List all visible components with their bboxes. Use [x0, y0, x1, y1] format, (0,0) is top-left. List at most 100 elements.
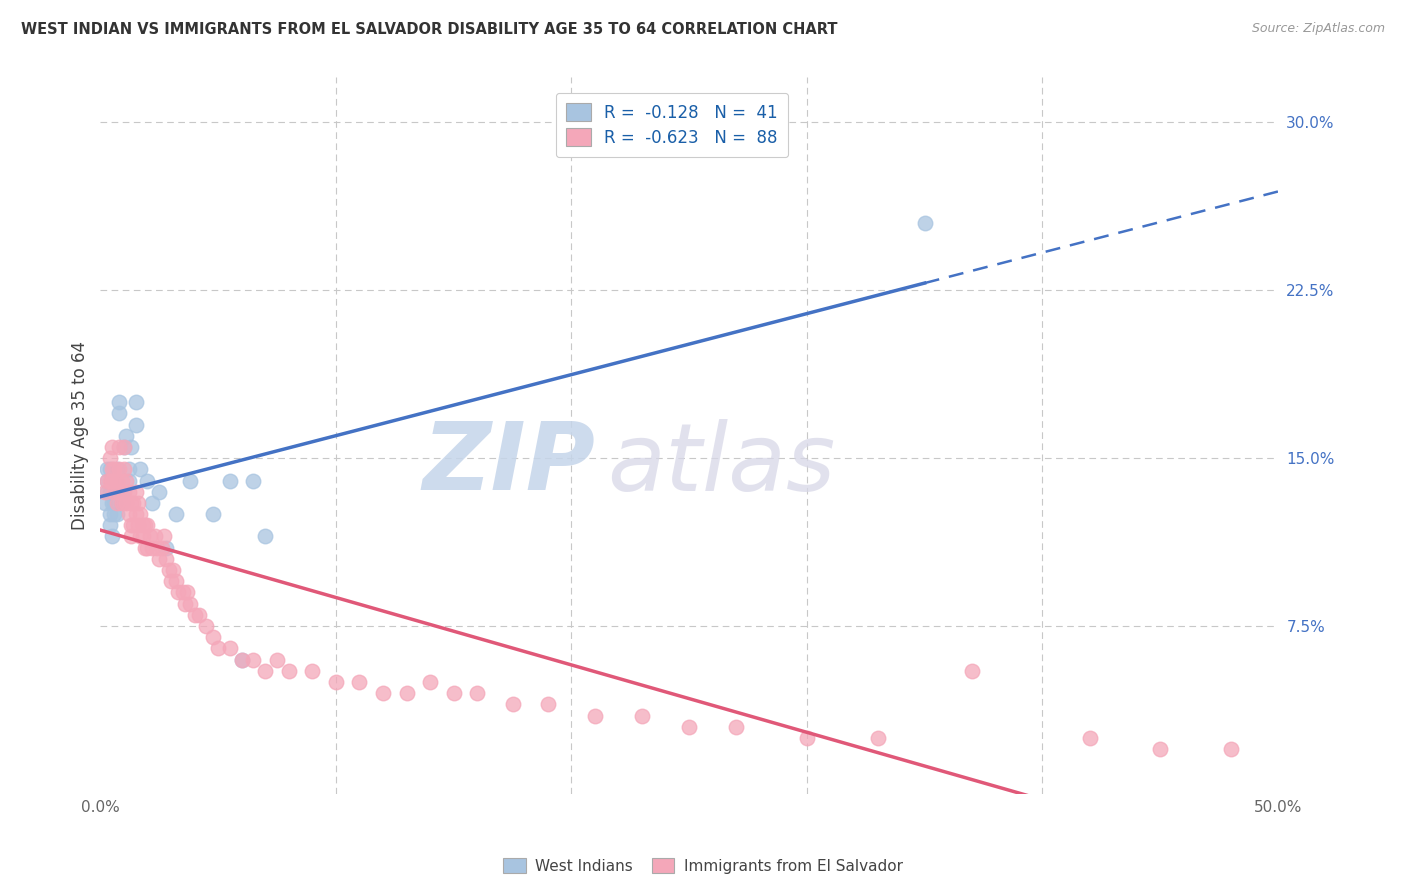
- Point: [108, 484, 131, 499]
- Point: [725, 720, 748, 734]
- Point: [120, 518, 142, 533]
- Point: [325, 675, 347, 690]
- Point: [115, 428, 138, 442]
- Point: [120, 440, 142, 454]
- Point: [134, 518, 156, 533]
- Point: [162, 563, 184, 577]
- Point: [179, 597, 201, 611]
- Point: [94, 496, 117, 510]
- Point: [174, 597, 197, 611]
- Point: [122, 518, 145, 533]
- Point: [202, 507, 225, 521]
- Point: [141, 541, 163, 555]
- Point: [124, 507, 146, 521]
- Point: [139, 529, 162, 543]
- Point: [108, 462, 131, 476]
- Point: [96, 462, 118, 476]
- Point: [115, 496, 138, 510]
- Point: [129, 507, 152, 521]
- Point: [1149, 742, 1171, 756]
- Point: [115, 474, 138, 488]
- Point: [134, 541, 156, 555]
- Point: [678, 720, 700, 734]
- Point: [165, 574, 187, 589]
- Point: [371, 686, 394, 700]
- Text: ZIP: ZIP: [422, 418, 595, 510]
- Point: [112, 484, 135, 499]
- Point: [98, 462, 121, 476]
- Point: [167, 585, 190, 599]
- Point: [96, 474, 118, 488]
- Point: [129, 462, 152, 476]
- Point: [176, 585, 198, 599]
- Point: [103, 496, 125, 510]
- Point: [105, 474, 128, 488]
- Text: WEST INDIAN VS IMMIGRANTS FROM EL SALVADOR DISABILITY AGE 35 TO 64 CORRELATION C: WEST INDIAN VS IMMIGRANTS FROM EL SALVAD…: [21, 22, 838, 37]
- Point: [108, 440, 131, 454]
- Point: [443, 686, 465, 700]
- Point: [127, 518, 149, 533]
- Point: [502, 698, 524, 712]
- Point: [395, 686, 418, 700]
- Point: [148, 484, 170, 499]
- Legend: West Indians, Immigrants from El Salvador: West Indians, Immigrants from El Salvado…: [498, 852, 908, 880]
- Point: [157, 563, 180, 577]
- Point: [101, 529, 124, 543]
- Point: [124, 395, 146, 409]
- Point: [219, 641, 242, 656]
- Point: [242, 474, 264, 488]
- Point: [150, 541, 173, 555]
- Point: [136, 474, 159, 488]
- Point: [117, 484, 139, 499]
- Point: [98, 451, 121, 466]
- Point: [117, 462, 139, 476]
- Y-axis label: Disability Age 35 to 64: Disability Age 35 to 64: [72, 342, 89, 530]
- Point: [231, 653, 253, 667]
- Point: [98, 484, 121, 499]
- Point: [219, 474, 242, 488]
- Point: [108, 406, 131, 420]
- Point: [301, 664, 323, 678]
- Point: [120, 496, 142, 510]
- Point: [127, 496, 149, 510]
- Point: [105, 507, 128, 521]
- Point: [537, 698, 560, 712]
- Point: [207, 641, 229, 656]
- Point: [136, 518, 159, 533]
- Point: [117, 474, 139, 488]
- Text: Source: ZipAtlas.com: Source: ZipAtlas.com: [1251, 22, 1385, 36]
- Point: [103, 507, 125, 521]
- Point: [266, 653, 288, 667]
- Point: [103, 474, 125, 488]
- Point: [120, 529, 142, 543]
- Point: [1219, 742, 1241, 756]
- Point: [960, 664, 983, 678]
- Point: [112, 440, 135, 454]
- Point: [1078, 731, 1101, 745]
- Point: [98, 507, 121, 521]
- Point: [124, 484, 146, 499]
- Point: [155, 552, 177, 566]
- Point: [146, 541, 169, 555]
- Point: [866, 731, 889, 745]
- Point: [465, 686, 488, 700]
- Point: [101, 496, 124, 510]
- Point: [132, 529, 155, 543]
- Point: [101, 474, 124, 488]
- Point: [110, 474, 132, 488]
- Point: [160, 574, 183, 589]
- Point: [105, 496, 128, 510]
- Point: [153, 529, 176, 543]
- Point: [796, 731, 818, 745]
- Point: [122, 496, 145, 510]
- Point: [98, 518, 121, 533]
- Point: [914, 216, 936, 230]
- Point: [112, 440, 135, 454]
- Point: [96, 474, 118, 488]
- Point: [143, 529, 166, 543]
- Point: [103, 484, 125, 499]
- Point: [117, 507, 139, 521]
- Point: [165, 507, 187, 521]
- Point: [242, 653, 264, 667]
- Point: [419, 675, 441, 690]
